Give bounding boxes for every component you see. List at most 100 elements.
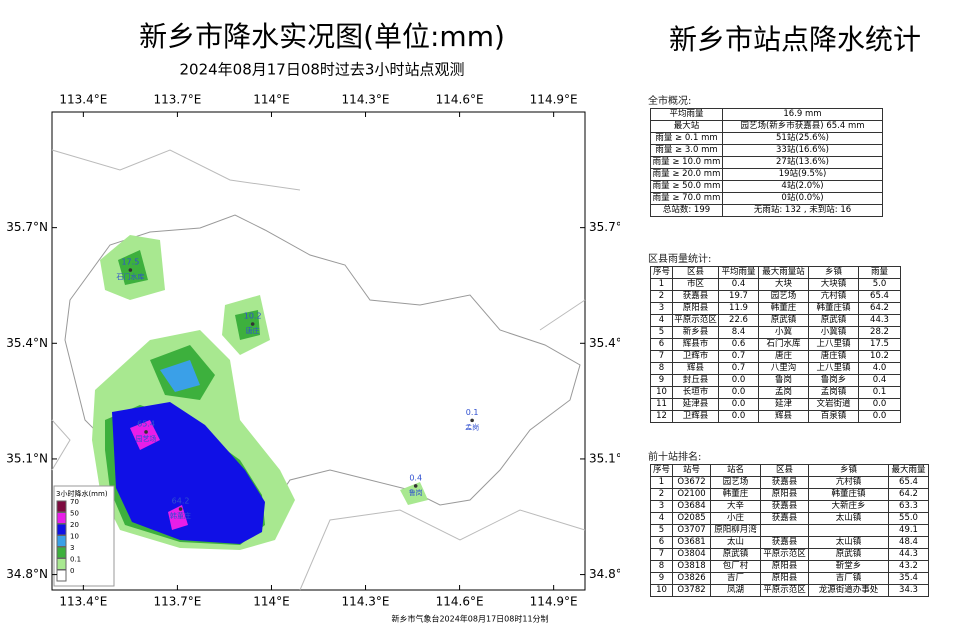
table-cell: 卫辉市 (672, 350, 719, 363)
y-tick-label: 35.7°N (589, 220, 620, 234)
table-cell: 4 (650, 314, 673, 327)
map-footer: 新乡市气象台2024年08月17日08时11分制 (391, 614, 548, 624)
table-cell: 原武镇 (710, 548, 761, 561)
table-cell: 16.9 mm (722, 108, 883, 121)
table-row: 11 延津县 0.0 延津 文岩街道 0.0 (650, 398, 901, 411)
table-cell: 凤湖 (710, 584, 761, 597)
table-row: 3 O3684 大辛 获嘉县 大新庄乡 63.3 (650, 500, 929, 513)
x-tick-label: 114°E (253, 93, 290, 107)
legend-label: 0 (70, 567, 74, 575)
map-title: 新乡市降水实况图(单位:mm) (139, 20, 505, 53)
station-value: 65.4 (137, 419, 155, 428)
table-cell: 35.4 (888, 572, 929, 585)
table-cell: 6 (650, 338, 673, 351)
table-cell: 19.7 (718, 290, 759, 303)
station-name: 韩董庄 (170, 511, 191, 520)
table-cell: 原武镇 (808, 314, 859, 327)
table-cell: 34.3 (888, 584, 929, 597)
table-cell: 0站(0.0%) (722, 192, 883, 205)
table-cell: 0.7 (718, 350, 759, 363)
table-cell: 原武镇 (808, 548, 889, 561)
x-tick-label: 114.3°E (342, 595, 390, 609)
table-cell: 包厂村 (710, 560, 761, 573)
table-cell: 4站(2.0%) (722, 180, 883, 193)
x-tick-label: 113.7°E (153, 93, 201, 107)
table-cell: 0.7 (718, 362, 759, 375)
table-cell: 龙源街道办事处 (808, 584, 889, 597)
map: 新乡市降水实况图(单位:mm) 2024年08月17日08时过去3小时站点观测 … (6, 20, 620, 624)
table-cell: 19站(9.5%) (722, 168, 883, 181)
table-cell (760, 524, 809, 537)
table-cell: 序号 (650, 464, 673, 477)
table-cell: 雨量 ≥ 20.0 mm (650, 168, 723, 181)
table-cell: 平均雨量 (718, 266, 759, 279)
station-name: 鲁岗 (409, 488, 423, 497)
table-cell: O3826 (672, 572, 711, 585)
table-cell: 0.0 (718, 410, 759, 423)
table-row: 9 O3826 吉厂 原阳县 吉厂镇 35.4 (650, 572, 929, 585)
table-row: 6 辉县市 0.6 石门水库 上八里镇 17.5 (650, 338, 901, 351)
table-cell: 0.0 (718, 398, 759, 411)
table-row: 9 封丘县 0.0 鲁岗 鲁岗乡 0.4 (650, 374, 901, 387)
table-row: 最大站 园艺场(新乡市获嘉县) 65.4 mm (650, 120, 883, 133)
table-cell: 0.4 (858, 374, 901, 387)
table-cell: 2 (650, 290, 673, 303)
table-cell: 封丘县 (672, 374, 719, 387)
station-name: 孟岗 (465, 422, 479, 431)
legend-swatch (56, 535, 67, 547)
table-cell: 10 (650, 386, 673, 399)
table-cell: 吉厂镇 (808, 572, 889, 585)
stats-table: 序号 区县 平均雨量 最大雨量站 乡镇 雨量 1 市区 0.4 大块 大块镇 5.0 2 获嘉县 19.7 园… (650, 266, 901, 423)
x-tick-label: 114.9°E (530, 595, 578, 609)
legend-label: 0.1 (70, 556, 81, 564)
legend-label: 10 (70, 533, 79, 541)
table-cell: 亢村镇 (808, 476, 889, 489)
y-tick-label: 35.1°N (6, 451, 48, 465)
table-cell: 园艺场 (710, 476, 761, 489)
table-cell: 最大站 (650, 120, 723, 133)
table-row: 2 获嘉县 19.7 园艺场 亢村镇 65.4 (650, 290, 901, 303)
table-cell: 65.4 (888, 476, 929, 489)
table-cell: 1 (650, 278, 673, 291)
y-tick-label: 35.1°N (589, 451, 620, 465)
station-value: 10.2 (244, 312, 262, 321)
table-cell: 辉县市 (672, 338, 719, 351)
table-cell: 区县 (672, 266, 719, 279)
table-cell: 无雨站: 132 , 未到站: 16 (722, 204, 883, 217)
table-cell: 雨量 ≥ 10.0 mm (650, 156, 723, 169)
station (178, 507, 183, 511)
table-cell: 孟岗镇 (808, 386, 859, 399)
table-cell: 44.3 (858, 314, 901, 327)
table-cell: 太山镇 (808, 512, 889, 525)
table-cell: 8 (650, 362, 673, 375)
table-cell: 12 (650, 410, 673, 423)
table-cell: 7 (650, 548, 673, 561)
table-cell: 卫辉县 (672, 410, 719, 423)
table-cell: 5 (650, 326, 673, 339)
station-name: 唐庄 (246, 326, 260, 335)
table-row: 2 O2100 韩董庄 原阳县 韩董庄镇 64.2 (650, 488, 929, 501)
table-cell: 64.2 (858, 302, 901, 315)
table-cell: 唐庄 (758, 350, 809, 363)
table-cell: O3707 (672, 524, 711, 537)
y-tick-label: 34.8°N (6, 567, 48, 581)
legend-swatch (56, 523, 67, 536)
y-tick-label: 34.8°N (589, 567, 620, 581)
table-cell: 原阳县 (760, 560, 809, 573)
table-cell: 7 (650, 350, 673, 363)
table-row: 总站数: 199 无雨站: 132 , 未到站: 16 (650, 204, 883, 217)
legend: 3小时降水(mm) 70 50 20 10 3 0.1 0 (53, 485, 115, 587)
station-name: 园艺场 (136, 434, 157, 443)
map-subtitle: 2024年08月17日08时过去3小时站点观测 (180, 61, 465, 79)
section-label: 前十站排名: (648, 452, 702, 463)
table-cell: 韩董庄镇 (808, 488, 889, 501)
table-cell: O3782 (672, 584, 711, 597)
table-cell: 雨量 (858, 266, 901, 279)
table-row: 雨量 ≥ 50.0 mm 4站(2.0%) (650, 180, 883, 193)
table-cell: 新乡县 (672, 326, 719, 339)
table-cell: 小庄 (710, 512, 761, 525)
table-cell: 平原示范区 (760, 584, 809, 597)
table-cell: 平原示范区 (672, 314, 719, 327)
table-cell: O3818 (672, 560, 711, 573)
table-cell: 靳堂乡 (808, 560, 889, 573)
